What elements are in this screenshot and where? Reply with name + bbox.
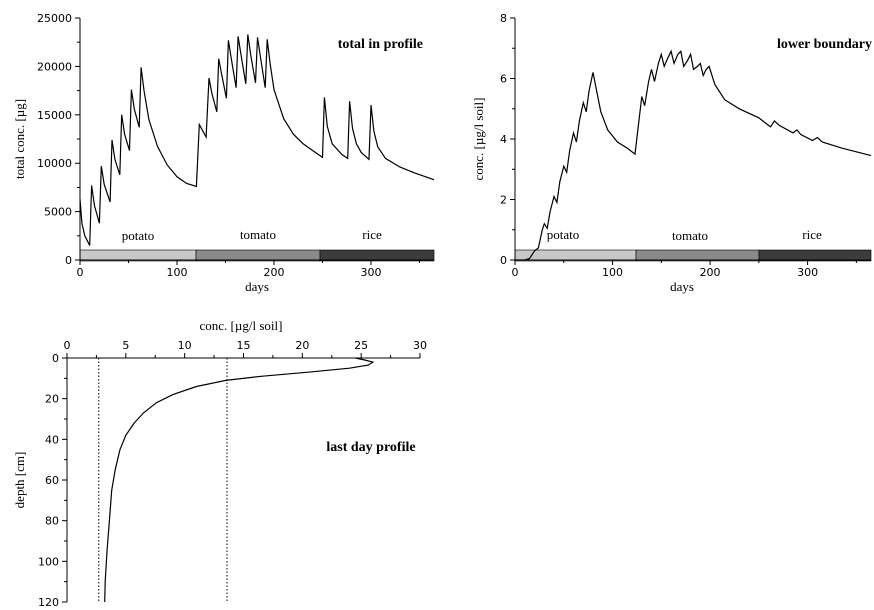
x-tick-label: 5 xyxy=(122,339,129,352)
y-tick-label: 60 xyxy=(45,474,59,487)
x-tick-label: 30 xyxy=(413,339,427,352)
crop-label-rice: rice xyxy=(802,227,822,242)
chart-last-day-profile: 0 5 10 15 20 25 30 0 20 40 60 80 100 120 last day pro… xyxy=(12,318,427,609)
crop-bar-rice xyxy=(319,249,435,262)
series-line-profile xyxy=(104,357,375,603)
crop-bar-rice xyxy=(758,249,872,262)
y-tick-label: 25000 xyxy=(37,12,72,25)
y-axis-label: total conc. [µg] xyxy=(12,99,27,179)
x-tick-label: 300 xyxy=(797,266,818,279)
chart-annotation: total in profile xyxy=(338,37,423,52)
x-tick-label: 100 xyxy=(166,266,187,279)
crop-label-rice: rice xyxy=(362,227,382,242)
x-tick-label: 25 xyxy=(354,339,368,352)
x-tick-label: 15 xyxy=(237,339,251,352)
series-line-lower-boundary xyxy=(515,49,872,261)
crop-label-potato: potato xyxy=(547,227,580,242)
y-tick-label: 20000 xyxy=(37,60,72,73)
y-tick-label: 40 xyxy=(45,433,59,446)
y-tick-label: 0 xyxy=(52,352,59,365)
x-tick-label: 20 xyxy=(295,339,309,352)
x-tick-label: 200 xyxy=(700,266,721,279)
crop-bar-tomato xyxy=(635,249,760,262)
y-axis-label: conc. [µg/l soil] xyxy=(471,98,486,181)
y-tick-label: 0 xyxy=(500,254,507,267)
chart-lower-boundary: 0 100 200 300 0 2 4 6 8 potato tomato rice lower… xyxy=(471,12,872,294)
y-tick-label: 10000 xyxy=(37,157,72,170)
crop-bar-potato xyxy=(79,249,197,262)
x-tick-label: 10 xyxy=(178,339,192,352)
y-tick-label: 0 xyxy=(65,254,72,267)
chart-annotation: last day profile xyxy=(326,440,415,455)
x-tick-label: 300 xyxy=(360,266,381,279)
y-tick-label: 2 xyxy=(500,194,507,207)
x-tick-label: 100 xyxy=(602,266,623,279)
y-tick-label: 120 xyxy=(38,596,59,609)
y-axis-label: depth [cm] xyxy=(12,452,27,509)
x-tick-label: 0 xyxy=(77,266,84,279)
crop-label-tomato: tomato xyxy=(240,227,276,242)
y-tick-label: 20 xyxy=(45,393,59,406)
x-axis-label: conc. [µg/l soil] xyxy=(200,318,283,333)
y-tick-label: 4 xyxy=(500,133,507,146)
x-axis-label: days xyxy=(670,279,694,294)
crop-bar-potato xyxy=(514,249,637,262)
chart-annotation: lower boundary xyxy=(777,37,872,52)
x-tick-label: 0 xyxy=(512,266,519,279)
crop-label-tomato: tomato xyxy=(672,228,708,243)
y-tick-label: 5000 xyxy=(44,206,72,219)
y-tick-label: 8 xyxy=(500,12,507,25)
y-tick-label: 15000 xyxy=(37,109,72,122)
y-tick-label: 80 xyxy=(45,515,59,528)
x-tick-label: 200 xyxy=(263,266,284,279)
x-axis-label: days xyxy=(245,279,269,294)
crop-label-potato: potato xyxy=(122,228,155,243)
y-tick-label: 100 xyxy=(38,555,59,568)
crop-bar-tomato xyxy=(195,249,321,262)
y-tick-label: 6 xyxy=(500,73,507,86)
x-tick-label: 0 xyxy=(64,339,71,352)
series-line-total xyxy=(79,34,435,246)
chart-total-in-profile: 0 100 200 300 0 5000 10000 15000 20000 25000 pota… xyxy=(12,12,435,294)
